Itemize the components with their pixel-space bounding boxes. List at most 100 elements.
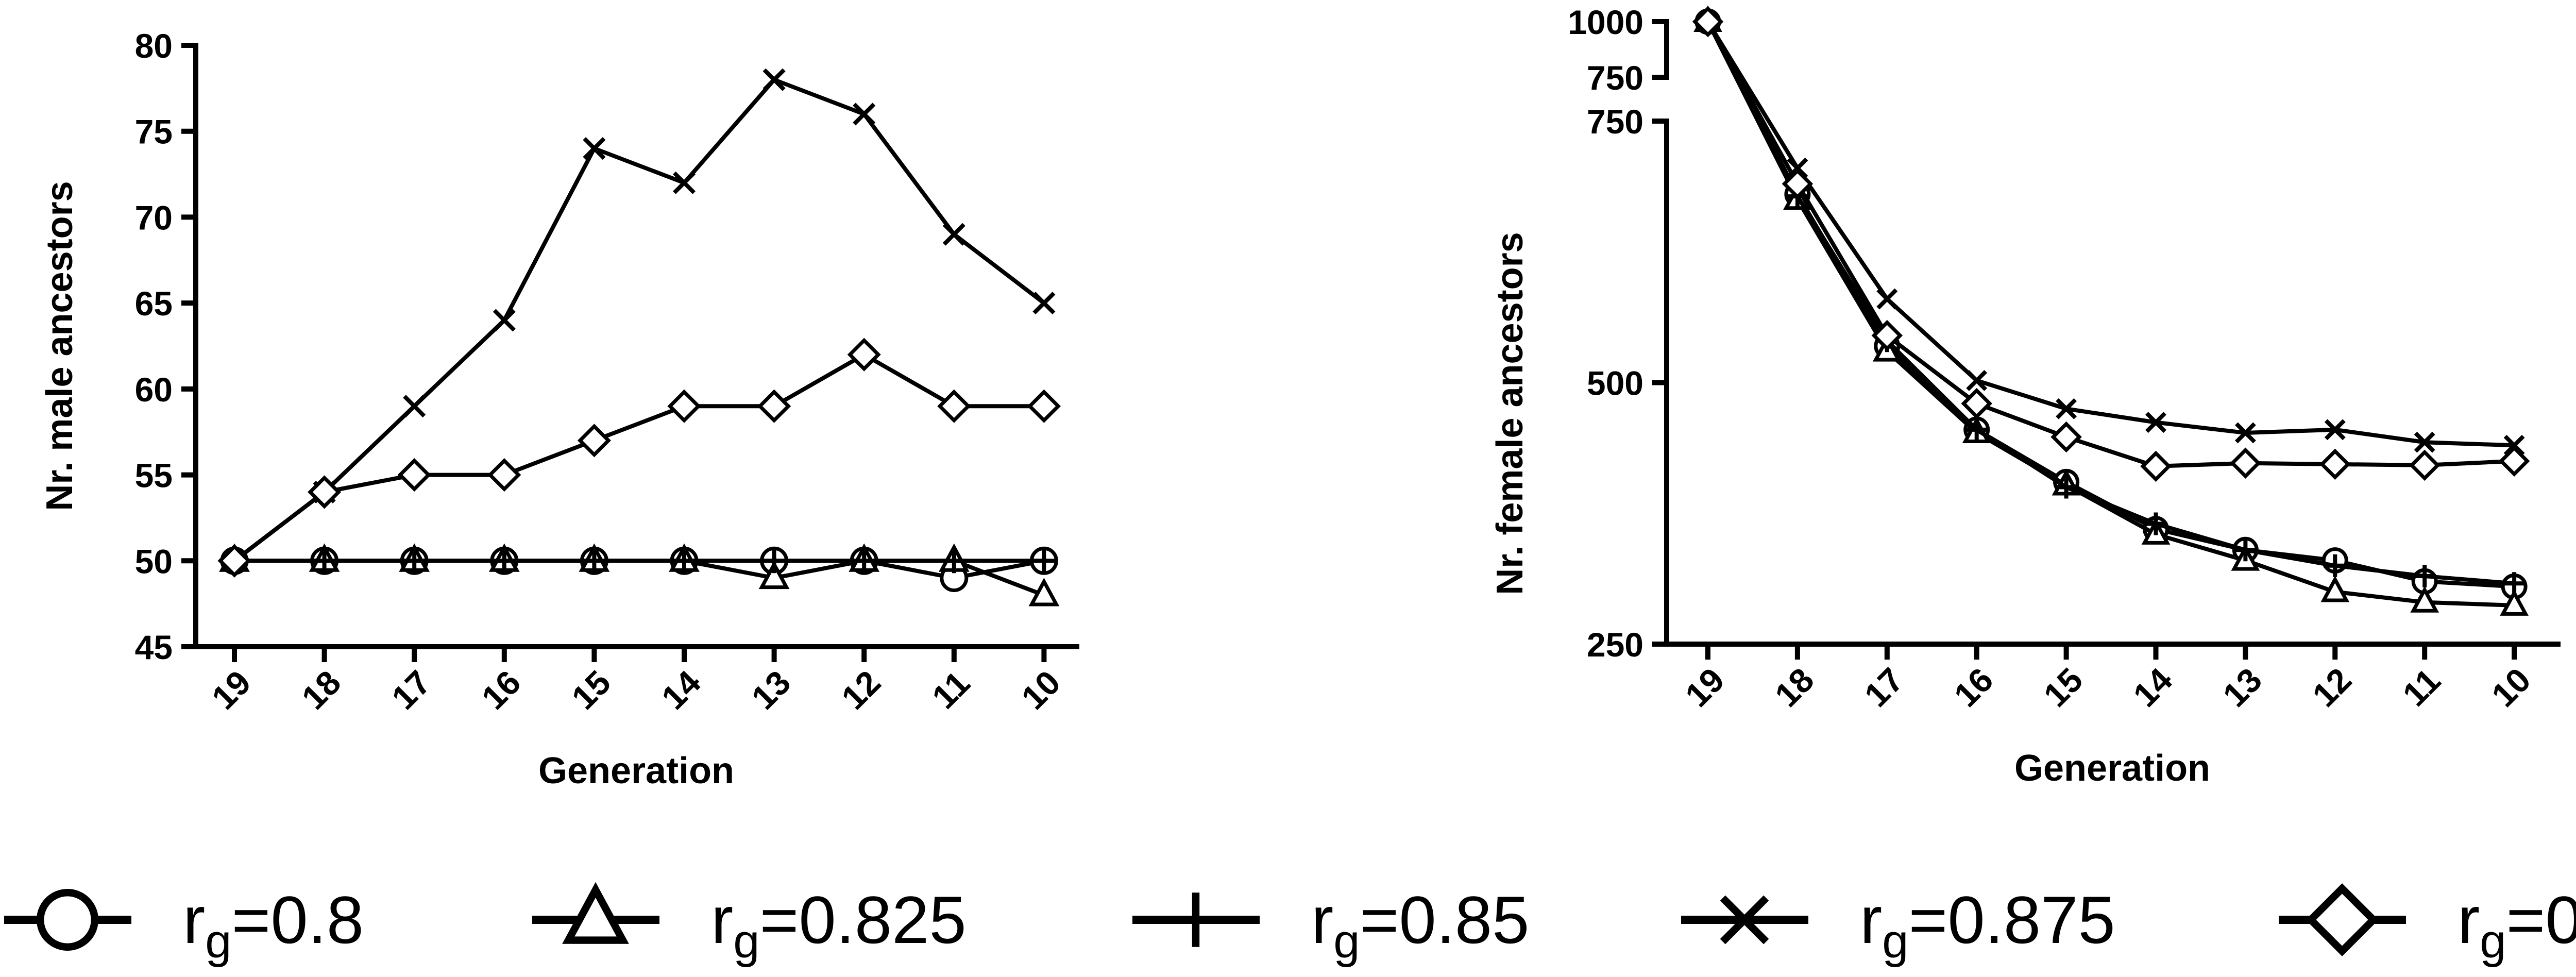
x-tick-label: 10 [2484, 661, 2538, 714]
data-point [397, 458, 431, 492]
data-point [2050, 421, 2082, 453]
series-line [1706, 21, 2515, 608]
legend-label-subscript: g [733, 915, 759, 968]
legend-label-suffix: =0.9 [2506, 882, 2576, 957]
data-point [762, 68, 786, 91]
data-point [2414, 431, 2435, 453]
data-point [667, 389, 701, 423]
legend-marker-group [1720, 895, 1769, 945]
series-line [1706, 21, 2515, 468]
data-point [2410, 586, 2439, 613]
legend-item-0-9: rg=0.9 [2279, 882, 2576, 968]
data-point [2234, 422, 2256, 444]
series-line [1706, 20, 2515, 448]
data-point [942, 223, 965, 246]
x-tick-label: 10 [1014, 663, 1067, 717]
data-point [1966, 370, 1988, 391]
data-point [487, 458, 521, 492]
data-point [757, 389, 791, 423]
y-tick-label: 70 [135, 198, 173, 237]
data-point [308, 475, 342, 509]
data-point [761, 548, 787, 574]
data-point [1965, 418, 1988, 441]
data-point [2320, 575, 2350, 602]
y-tick-label: 75 [135, 113, 173, 151]
data-point [1031, 548, 1057, 574]
data-point [493, 309, 516, 332]
x-tick-label: 14 [2126, 660, 2179, 714]
series-r-g-0-8 [220, 546, 1058, 593]
data-point [1027, 389, 1061, 423]
data-point [2234, 538, 2257, 562]
data-point [2230, 447, 2261, 479]
data-point [583, 137, 606, 160]
legend-label: rg=0.85 [1311, 882, 1529, 968]
series-line [233, 77, 1045, 563]
data-point [2055, 476, 2078, 499]
data-point [852, 548, 877, 574]
series-r-g-0-85 [222, 548, 1057, 574]
legend-marker [36, 888, 99, 951]
data-point [2324, 419, 2346, 441]
data-point [403, 395, 426, 418]
data-point [2145, 412, 2166, 433]
data-point [1032, 292, 1056, 315]
legend-label-prefix: r [711, 882, 733, 957]
y-tick-label: 250 [1587, 626, 1643, 664]
data-point [2503, 434, 2525, 456]
legend-marker [562, 882, 629, 944]
legend-label-suffix: =0.825 [759, 882, 966, 957]
series-line [1706, 21, 2515, 589]
legend-marker-group [2306, 883, 2379, 956]
y-tick-label: 50 [135, 542, 173, 580]
series-line [234, 559, 1045, 580]
data-point [577, 424, 611, 458]
x-tick-label: 12 [2305, 661, 2359, 714]
data-point [2413, 565, 2436, 588]
data-point [2324, 554, 2347, 577]
series-line [234, 559, 1045, 597]
legend-marker [1720, 895, 1769, 945]
x-tick-label: 16 [1946, 661, 2000, 714]
x-tick-label: 11 [2395, 661, 2448, 714]
data-point [582, 548, 607, 574]
data-point [2144, 512, 2167, 535]
legend-item-0-85: rg=0.85 [1132, 882, 1529, 968]
y-tick-label: 45 [135, 628, 173, 666]
y-tick-label: 65 [135, 284, 173, 323]
legend-label-subscript: g [2480, 915, 2506, 968]
data-point [492, 548, 517, 574]
x-tick-label: 15 [2036, 661, 2090, 714]
x-tick-label: 13 [744, 663, 798, 717]
x-tick-label: 12 [834, 663, 888, 717]
data-point [853, 103, 876, 126]
data-point [2498, 445, 2530, 477]
series-r-g-0-85 [1697, 10, 2526, 595]
y-tick-label: 500 [1587, 364, 1643, 402]
x-tick-label: 15 [564, 663, 618, 717]
x-tick-label: 19 [1678, 661, 1732, 714]
legend-marker [1168, 892, 1223, 947]
x-tick-label: 18 [294, 663, 348, 717]
female-ancestors-chart: 250 500 750 750 1000 Nr. female ancestors 19 18… [1489, 3, 2561, 789]
data-point [1871, 319, 1903, 351]
data-point [2500, 589, 2529, 616]
y-axis-title: Nr. female ancestors [1489, 232, 1531, 595]
y-tick-label: 60 [135, 370, 173, 409]
data-point [312, 548, 337, 574]
x-tick-label: 11 [925, 664, 977, 716]
data-point [1692, 6, 1724, 38]
y-tick-label: 750 [1587, 59, 1643, 97]
data-point [1028, 578, 1060, 607]
x-tick-label: 17 [384, 663, 438, 717]
y-tick-label: 750 [1587, 103, 1643, 141]
legend-label: rg=0.875 [1860, 882, 2115, 968]
y-tick-label: 80 [135, 27, 173, 65]
male-ancestors-chart: 45 50 55 60 65 70 75 80 Nr. male ancestors 19 18 17… [39, 27, 1079, 791]
data-point [672, 548, 697, 574]
data-point [1961, 388, 1992, 419]
y-axis-title: Nr. male ancestors [39, 181, 80, 511]
y-tick-label: 55 [135, 457, 173, 495]
data-point [1782, 168, 1814, 200]
